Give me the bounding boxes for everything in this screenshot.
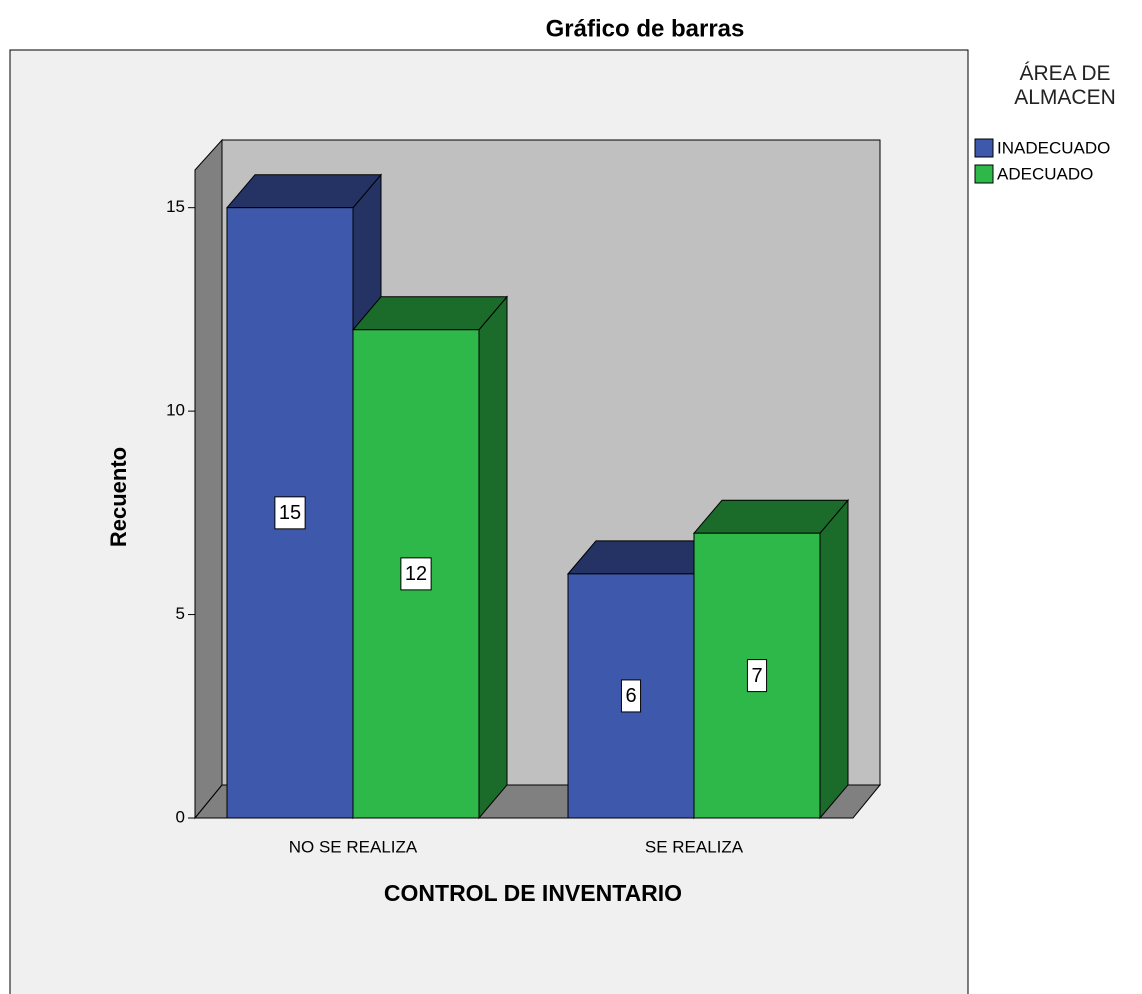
y-tick-label: 5 <box>176 604 185 623</box>
value-label: 15 <box>279 502 301 524</box>
bar-side <box>478 295 508 820</box>
value-label-box <box>400 557 432 591</box>
legend-swatch <box>974 138 994 158</box>
legend-swatch <box>974 164 994 184</box>
value-label: 12 <box>405 563 427 585</box>
x-axis-title: CONTROL DE INVENTARIO <box>384 880 682 906</box>
legend-title: ÁREA DE ALMACEN <box>1014 62 1116 109</box>
value-label: 6 <box>625 685 636 707</box>
bar-side <box>819 498 849 820</box>
y-tick-label: 10 <box>166 401 185 420</box>
side-wall <box>194 138 223 820</box>
value-label-box <box>620 679 642 713</box>
x-tick-label: SE REALIZA <box>645 837 744 856</box>
x-tick-label: NO SE REALIZA <box>289 837 418 856</box>
y-axis-title: Recuento <box>106 447 131 547</box>
value-label-box <box>746 659 768 693</box>
chart-title: Gráfico de barras <box>546 15 745 42</box>
value-label: 7 <box>751 665 762 687</box>
legend-label: ADECUADO <box>997 164 1093 183</box>
y-tick-label: 15 <box>166 197 185 216</box>
legend-label: INADECUADO <box>997 138 1110 157</box>
y-tick-label: 0 <box>176 807 185 826</box>
value-label-box <box>274 496 306 530</box>
